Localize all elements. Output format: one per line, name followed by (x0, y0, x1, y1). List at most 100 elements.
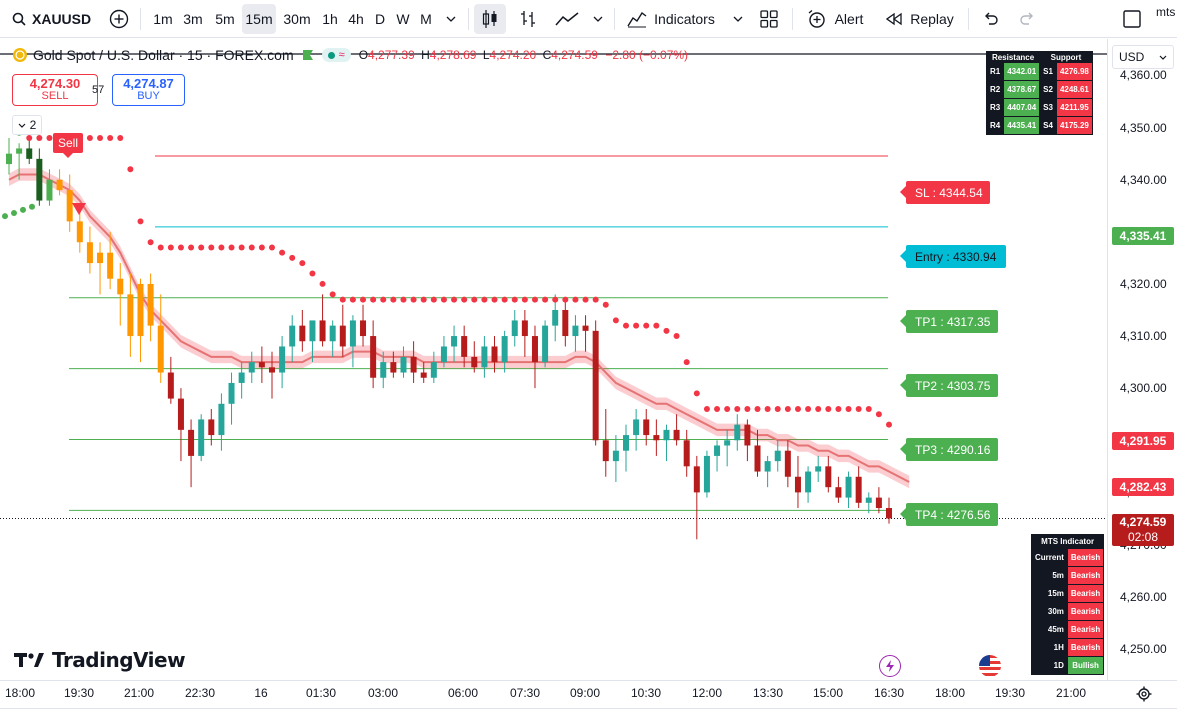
interval-dropdown-button[interactable] (440, 4, 462, 34)
us-flag-icon[interactable] (979, 655, 1001, 677)
time-label: 18:00 (4, 686, 36, 700)
time-label: 19:30 (63, 686, 95, 700)
currency-dropdown[interactable]: USD (1112, 45, 1174, 69)
symbol-label: XAUUSD (32, 11, 92, 27)
interval-5m[interactable]: 5m (215, 11, 235, 27)
indicator-collapse-button[interactable]: 2 (12, 115, 42, 135)
sar-dot (805, 406, 812, 413)
price-tick: 4,250.00 (1120, 641, 1167, 656)
candle-chart-type-button[interactable] (474, 4, 506, 34)
candle-body (653, 435, 660, 441)
sar-dot (815, 406, 822, 413)
bar-chart-type-button[interactable] (512, 4, 544, 34)
sar-dot (531, 296, 538, 303)
sar-dot (29, 203, 35, 210)
mts-row: 30m Bearish (1032, 603, 1104, 620)
mts-timeframe: 1D (1053, 661, 1064, 670)
lightning-icon[interactable] (879, 655, 901, 677)
toolbar-divider (468, 8, 469, 30)
symbol-search-button[interactable]: XAUUSD (6, 4, 102, 34)
sar-dot (703, 406, 710, 413)
sar-dot (461, 296, 468, 303)
sar-dot (643, 322, 650, 329)
indicators-dropdown-button[interactable] (728, 4, 748, 34)
mts-row: Current Bearish (1032, 549, 1104, 566)
price-tick: 4,340.00 (1120, 172, 1167, 187)
candle-body (683, 440, 690, 467)
close-value: 4,274.59 (551, 48, 598, 62)
candle-body (97, 252, 104, 264)
indicators-label: Indicators (654, 11, 715, 27)
sar-dot (279, 249, 286, 256)
series-title[interactable]: Gold Spot / U.S. Dollar · 15 · FOREX.com (33, 47, 294, 63)
chart-canvas[interactable] (0, 39, 1107, 680)
candle-body (157, 325, 164, 373)
candle-body (410, 356, 417, 373)
interval-W[interactable]: W (396, 11, 410, 27)
candle-body (147, 283, 154, 326)
tradingview-logo[interactable]: TradingView (14, 648, 186, 672)
time-label: 01:30 (305, 686, 337, 700)
mts-state: Bearish (1067, 549, 1104, 566)
candle-body (208, 419, 215, 436)
line-chart-type-button[interactable] (550, 4, 584, 34)
interval-15m[interactable]: 15m (242, 4, 276, 34)
candle-body (268, 367, 275, 373)
sar-dot (481, 296, 488, 303)
fullscreen-button[interactable] (1118, 4, 1146, 34)
undo-button[interactable] (976, 4, 1006, 34)
candle-body (825, 466, 832, 488)
interval-D[interactable]: D (374, 11, 386, 27)
open-value: 4,277.39 (368, 48, 415, 62)
interval-1h[interactable]: 1h (322, 11, 338, 27)
chevron-down-icon (733, 16, 743, 22)
candle-body (248, 362, 255, 373)
redo-button[interactable] (1012, 4, 1042, 34)
time-label: 21:00 (123, 686, 155, 700)
interval-30m[interactable]: 30m (283, 11, 311, 27)
chevron-down-icon (18, 123, 26, 128)
bottom-panel-strip (0, 708, 1177, 718)
price-tick: 4,310.00 (1120, 329, 1167, 344)
indicators-button[interactable]: Indicators (622, 4, 720, 34)
candle-body (86, 242, 93, 264)
user-label[interactable]: mts (1156, 5, 1176, 19)
interval-3m[interactable]: 3m (183, 11, 203, 27)
compare-add-button[interactable] (104, 4, 134, 34)
price-scale[interactable]: USD 4,360.004,350.004,340.004,330.004,32… (1107, 39, 1177, 680)
interval-4h[interactable]: 4h (348, 11, 364, 27)
sell-label: SELL (41, 90, 69, 102)
sar-dot (835, 406, 842, 413)
buy-button[interactable]: 4,274.87 BUY (112, 74, 185, 106)
sr-resistance-name: R3 (990, 103, 1001, 112)
candle-body (117, 278, 124, 295)
candle-body (612, 450, 619, 462)
price-tick: 4,320.00 (1120, 276, 1167, 291)
layout-button[interactable] (754, 4, 784, 34)
sell-button[interactable]: 4,274.30 SELL (12, 74, 98, 106)
interval-M[interactable]: M (420, 11, 432, 27)
sar-dot (238, 244, 245, 251)
chart-type-dropdown-button[interactable] (588, 4, 608, 34)
chart-pane[interactable] (0, 39, 1107, 680)
candle-body (188, 429, 195, 456)
sar-dot (744, 406, 751, 413)
sar-dot (400, 296, 407, 303)
replay-button[interactable]: Replay (880, 4, 960, 34)
interval-1m[interactable]: 1m (153, 11, 173, 27)
mts-timeframe: 45m (1047, 625, 1064, 634)
time-axis[interactable]: 18:00 19:30 21:00 22:30 16 01:30 03:00 06:00 07:… (0, 680, 1177, 708)
sar-dot (97, 135, 104, 142)
redo-icon (1020, 12, 1033, 25)
sr-support-name: S1 (1043, 67, 1053, 76)
sr-row: R3 4407.04 S3 4211.95 (987, 99, 1092, 116)
candle-body (66, 190, 73, 222)
bars-icon (521, 11, 535, 27)
settings-gear-button[interactable] (1136, 686, 1154, 704)
sar-dot (26, 135, 33, 142)
alert-button[interactable]: Alert (800, 4, 870, 34)
sar-dot (734, 406, 741, 413)
candle-body (228, 382, 235, 404)
alert-label: Alert (834, 11, 864, 27)
candle-body (855, 476, 862, 503)
